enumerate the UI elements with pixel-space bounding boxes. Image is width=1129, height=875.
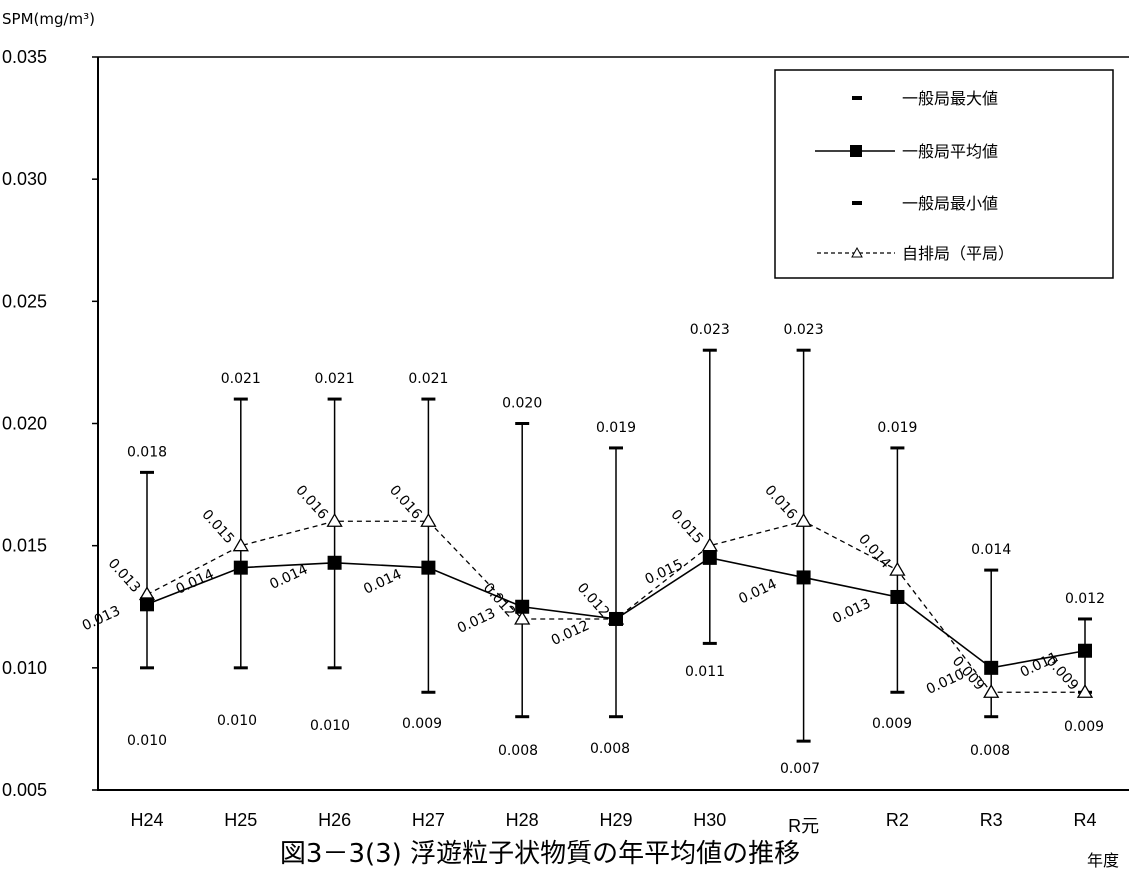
min-data-label: 0.010: [127, 733, 167, 749]
max-data-label: 0.018: [127, 444, 167, 460]
square-marker: [984, 660, 999, 675]
jihai-data-label: 0.016: [292, 482, 331, 523]
legend-label: 一般局最大値: [902, 89, 998, 108]
triangle-marker: [1076, 683, 1094, 698]
avg-data-label: 0.013: [80, 603, 123, 634]
max-data-label: 0.023: [690, 322, 730, 338]
x-tick-label: H24: [130, 810, 163, 830]
legend-label: 一般局平均値: [902, 142, 998, 161]
square-marker: [796, 570, 811, 585]
max-data-label: 0.021: [408, 371, 448, 387]
square-marker: [702, 550, 717, 565]
jihai-data-label: 0.009: [1043, 653, 1082, 694]
max-data-label: 0.019: [877, 420, 917, 436]
y-tick-label: 0.015: [2, 536, 47, 556]
x-tick-label: R4: [1073, 810, 1096, 830]
avg-data-label: 0.014: [174, 566, 217, 597]
min-data-label: 0.009: [402, 716, 442, 732]
triangle-marker: [983, 683, 1000, 698]
y-tick-label: 0.005: [2, 780, 47, 800]
min-data-label: 0.010: [310, 718, 350, 734]
square-marker: [421, 560, 436, 575]
x-tick-label: H28: [506, 810, 539, 830]
x-tick-label: H25: [224, 810, 257, 830]
x-tick-label: H29: [599, 810, 632, 830]
min-data-label: 0.011: [685, 664, 725, 680]
jihai-data-label: 0.016: [761, 482, 800, 523]
triangle-marker: [326, 512, 343, 527]
jihai-data-label: 0.015: [667, 507, 706, 548]
max-data-label: 0.021: [315, 371, 355, 387]
series-markers: [138, 512, 1094, 698]
max-data-label: 0.021: [221, 371, 261, 387]
square-marker: [609, 611, 623, 626]
min-data-label: 0.009: [1064, 719, 1104, 735]
avg-data-label: 0.014: [361, 566, 404, 597]
square-marker: [890, 589, 905, 604]
legend-box: [774, 69, 1114, 279]
triangle-marker: [232, 537, 249, 552]
y-tick-label: 0.020: [2, 414, 47, 434]
square-marker: [233, 560, 248, 575]
triangle-marker: [701, 537, 718, 552]
x-tick-label: R2: [886, 810, 909, 830]
y-tick-label: 0.010: [2, 658, 47, 678]
min-data-label: 0.008: [590, 741, 630, 757]
y-tick-label: 0.025: [2, 291, 47, 311]
legend-label: 一般局最小値: [902, 194, 998, 213]
jihai-data-label: 0.016: [386, 482, 425, 523]
min-data-label: 0.009: [872, 716, 912, 732]
triangle-marker: [420, 512, 437, 527]
max-data-label: 0.012: [1065, 591, 1105, 607]
avg-data-label: 0.013: [830, 596, 873, 627]
min-data-label: 0.008: [498, 743, 538, 759]
legend-average-marker: [850, 145, 862, 157]
avg-data-label: 0.014: [736, 576, 779, 607]
x-tick-label: H27: [412, 810, 445, 830]
x-tick-label: R3: [980, 810, 1003, 830]
max-data-label: 0.019: [596, 420, 636, 436]
x-axis-label: 年度: [1087, 851, 1119, 870]
min-data-label: 0.008: [970, 743, 1010, 759]
square-marker: [140, 597, 154, 612]
avg-data-label: 0.013: [455, 605, 498, 636]
triangle-marker: [889, 561, 906, 576]
square-marker: [327, 555, 342, 570]
triangle-marker: [514, 610, 531, 625]
y-ticks: 0.005 0.010 0.015 0.020 0.025 0.030 0.035: [2, 47, 98, 800]
jihai-data-label: 0.015: [198, 507, 237, 548]
x-tick-label: H26: [318, 810, 351, 830]
y-tick-label: 0.035: [2, 47, 47, 67]
triangle-marker: [795, 512, 812, 527]
x-ticks: H24 H25 H26 H27 H28 H29 H30 R元 R2 R3 R4: [130, 810, 1096, 836]
y-tick-label: 0.030: [2, 169, 47, 189]
min-data-label: 0.010: [217, 713, 257, 729]
max-data-label: 0.023: [784, 322, 824, 338]
x-tick-label: R元: [788, 816, 819, 836]
max-data-label: 0.014: [971, 542, 1011, 558]
min-data-label: 0.007: [780, 761, 820, 777]
legend-jihai-marker: [851, 246, 863, 258]
chart-title: 図3－3(3) 浮遊粒子状物質の年平均値の推移: [280, 839, 800, 869]
jihai-data-label: 0.013: [105, 556, 144, 597]
max-data-label: 0.020: [502, 396, 542, 412]
jihai-data-label: 0.014: [855, 531, 894, 572]
avg-data-label: 0.015: [643, 557, 686, 588]
y-axis-label: SPM(mg/m³): [2, 10, 95, 28]
error-bars: [140, 348, 1092, 743]
square-marker: [1078, 643, 1092, 658]
x-tick-label: H30: [693, 810, 726, 830]
legend-label: 自排局（平局）: [902, 244, 1014, 263]
avg-data-label: 0.012: [549, 618, 592, 649]
data-labels: 0.018 0.010 0.013 0.013 0.021 0.010 0.014 0.015…: [80, 322, 1105, 777]
square-marker: [515, 599, 530, 614]
